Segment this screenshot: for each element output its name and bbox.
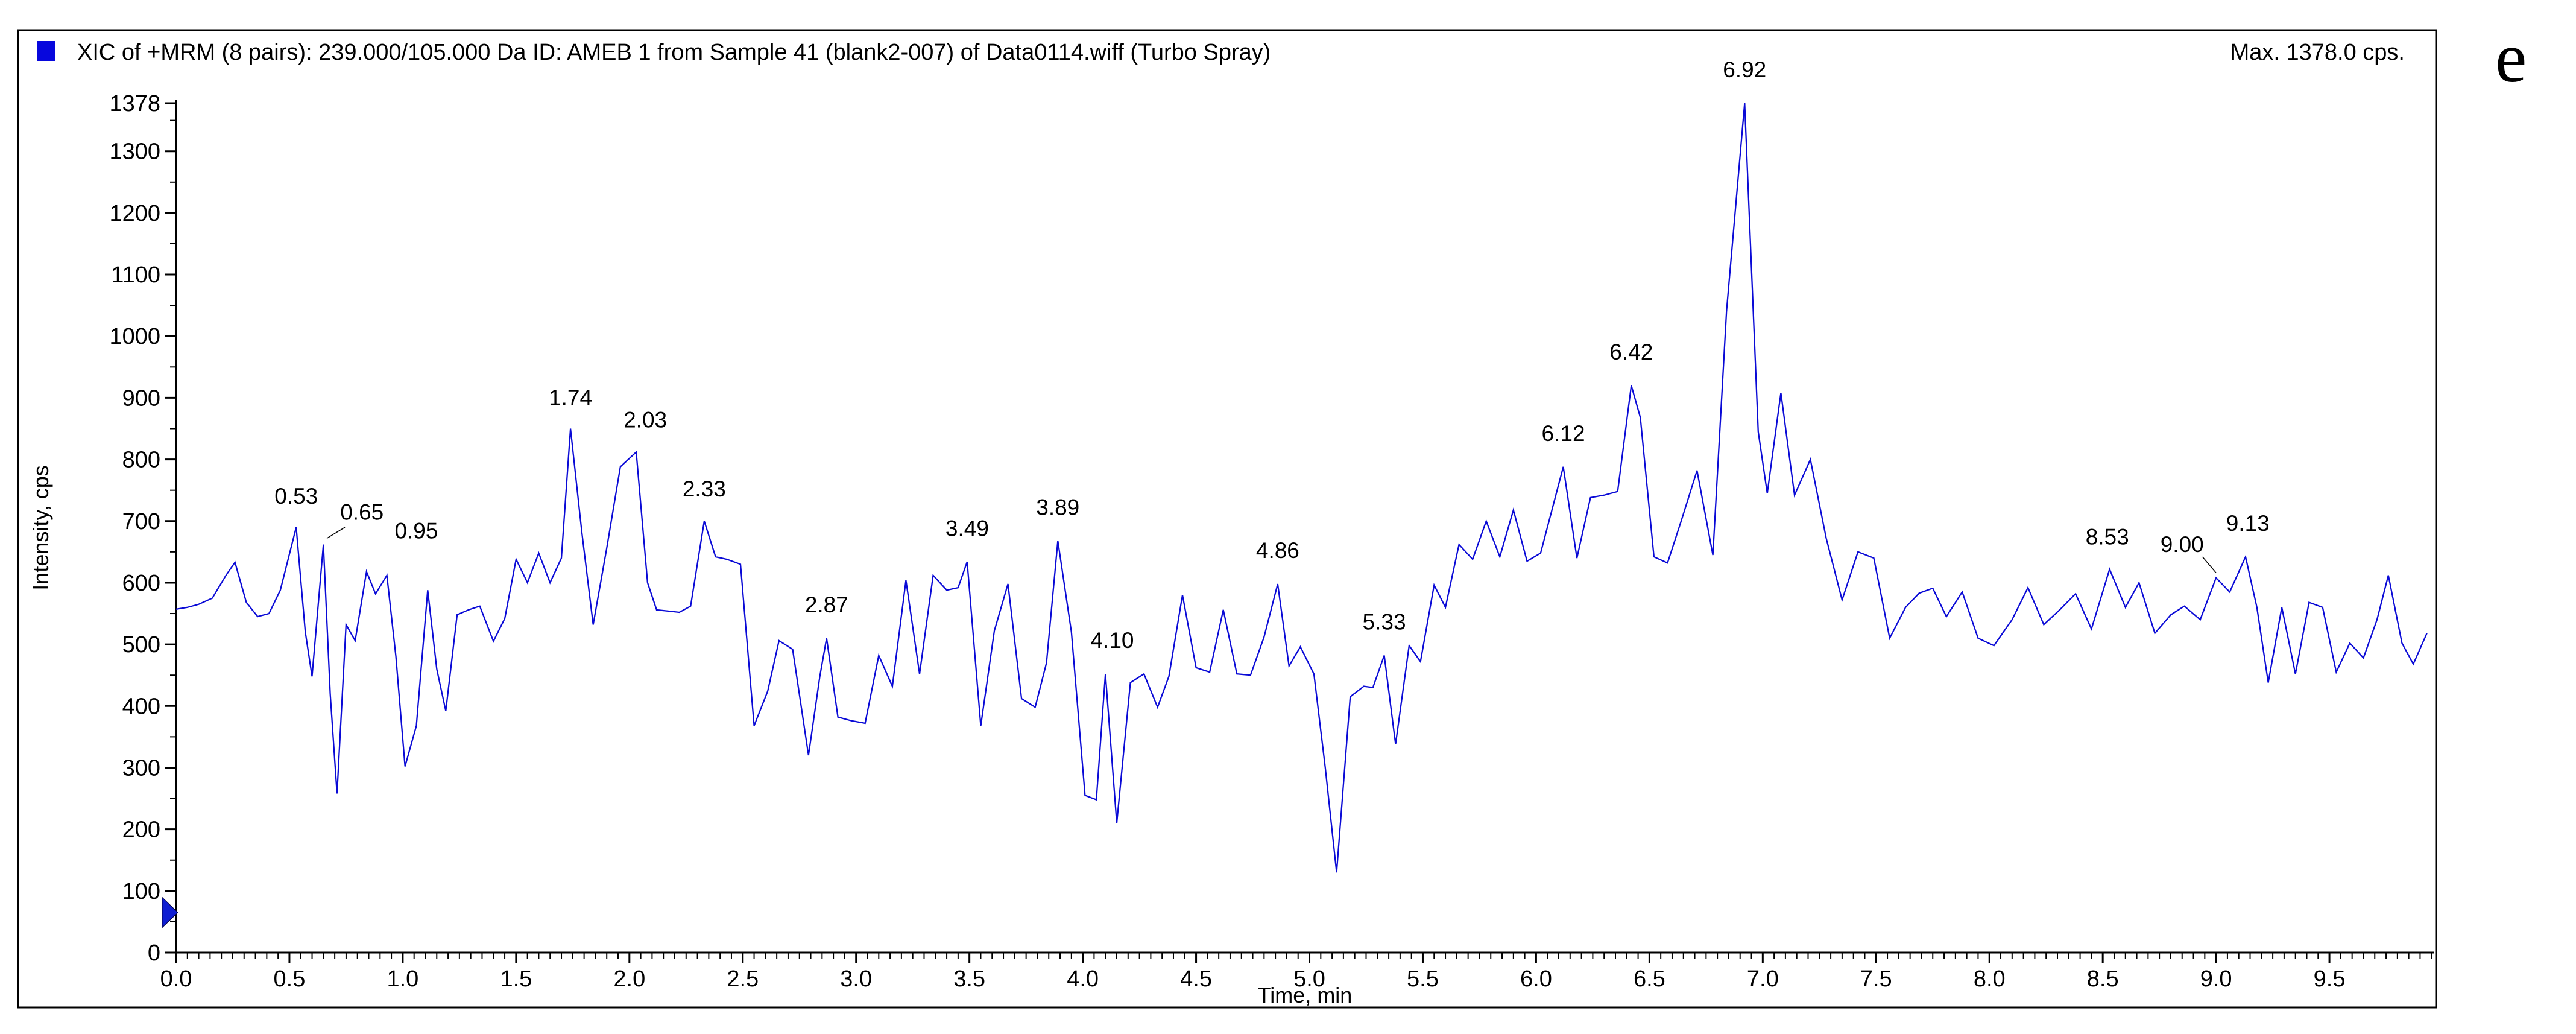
y-tick-label: 400 [122, 694, 160, 719]
x-tick-label: 3.5 [953, 966, 985, 992]
chart-header: XIC of +MRM (8 pairs): 239.000/105.000 D… [37, 40, 1271, 66]
trace-legend-square-icon [37, 41, 55, 61]
x-tick-label: 4.5 [1180, 966, 1212, 992]
peak-label-leader-line [2202, 556, 2217, 574]
peak-label: 6.12 [1542, 421, 1585, 446]
y-axis-title: Intensity, cps [28, 465, 53, 590]
y-tick-label: 1000 [109, 324, 160, 349]
x-tick-label: 8.5 [2087, 966, 2119, 992]
y-axis: 1378130012001100100090080070060050040030… [109, 91, 176, 966]
peak-label: 3.49 [945, 516, 989, 541]
x-tick-label: 2.0 [613, 966, 645, 992]
plot-panel-border [17, 29, 2437, 1009]
peak-label: 3.89 [1036, 495, 1079, 520]
x-tick-label: 2.5 [727, 966, 759, 992]
y-tick-label: 600 [122, 571, 160, 596]
xic-trace-line [175, 103, 2428, 873]
y-tick-label: 1200 [109, 201, 160, 226]
y-tick-label: 500 [122, 632, 160, 658]
y-tick-label: 700 [122, 509, 160, 534]
y-tick-label: 1300 [109, 139, 160, 165]
x-axis: 0.0 0.5 1.0 1.5 2.0 2.5 3.0 3.5 4.0 4.5 5.0 5.5 6.0 6… [160, 953, 2432, 992]
peak-label: 4.10 [1090, 628, 1134, 653]
peak-label-leader-line [326, 527, 346, 539]
x-tick-label: 6.5 [1634, 966, 1665, 992]
y-tick-label: 1100 [111, 262, 160, 288]
peak-label: 9.13 [2226, 511, 2270, 536]
x-tick-label: 5.0 [1293, 966, 1325, 992]
x-tick-label: 9.5 [2314, 966, 2346, 992]
peak-label: 9.00 [2161, 532, 2204, 557]
x-tick-label: 5.5 [1407, 966, 1439, 992]
max-intensity-label: Max. 1378.0 cps. [2230, 40, 2405, 65]
x-tick-label: 3.0 [840, 966, 872, 992]
file-pointer-icon [162, 896, 178, 928]
x-tick-label: 4.0 [1067, 966, 1099, 992]
peak-label: 5.33 [1363, 610, 1406, 635]
peak-label: 6.42 [1609, 340, 1653, 364]
y-tick-label: 300 [122, 755, 160, 781]
y-tick-label: 200 [122, 817, 160, 843]
peak-label: 4.86 [1256, 538, 1299, 563]
y-tick-label: 0 [148, 940, 160, 966]
y-tick-label: 100 [122, 879, 160, 904]
x-axis-title: Time, min [1258, 983, 1353, 1007]
x-tick-label: 7.0 [1747, 966, 1779, 992]
peak-label: 0.53 [274, 484, 318, 509]
x-tick-label: 8.0 [1974, 966, 2006, 992]
x-tick-label: 1.0 [387, 966, 418, 992]
peak-labels: 0.53 0.65 0.95 1.74 2.03 2.33 2.87 3.49 3.89 4.10… [274, 57, 2270, 653]
peak-label: 0.95 [394, 518, 438, 543]
x-tick-label: 0.5 [274, 966, 306, 992]
x-tick-label: 0.0 [160, 966, 192, 992]
y-tick-label: 1378 [109, 91, 160, 116]
x-tick-label: 6.0 [1520, 966, 1552, 992]
figure-panel-letter: e [2495, 18, 2527, 97]
peak-label: 2.33 [683, 477, 726, 501]
peak-label: 8.53 [2086, 525, 2129, 550]
x-tick-label: 1.5 [500, 966, 532, 992]
x-tick-label: 7.5 [1860, 966, 1892, 992]
peak-label: 2.03 [623, 407, 667, 432]
y-tick-label: 900 [122, 385, 160, 411]
y-tick-label: 800 [122, 448, 160, 473]
peak-label: 6.92 [1723, 57, 1766, 82]
peak-label: 1.74 [549, 385, 592, 410]
peak-label: 0.65 [340, 500, 384, 525]
peak-label: 2.87 [805, 592, 848, 617]
chart-title: XIC of +MRM (8 pairs): 239.000/105.000 D… [77, 40, 1271, 65]
x-tick-label: 9.0 [2200, 966, 2232, 992]
